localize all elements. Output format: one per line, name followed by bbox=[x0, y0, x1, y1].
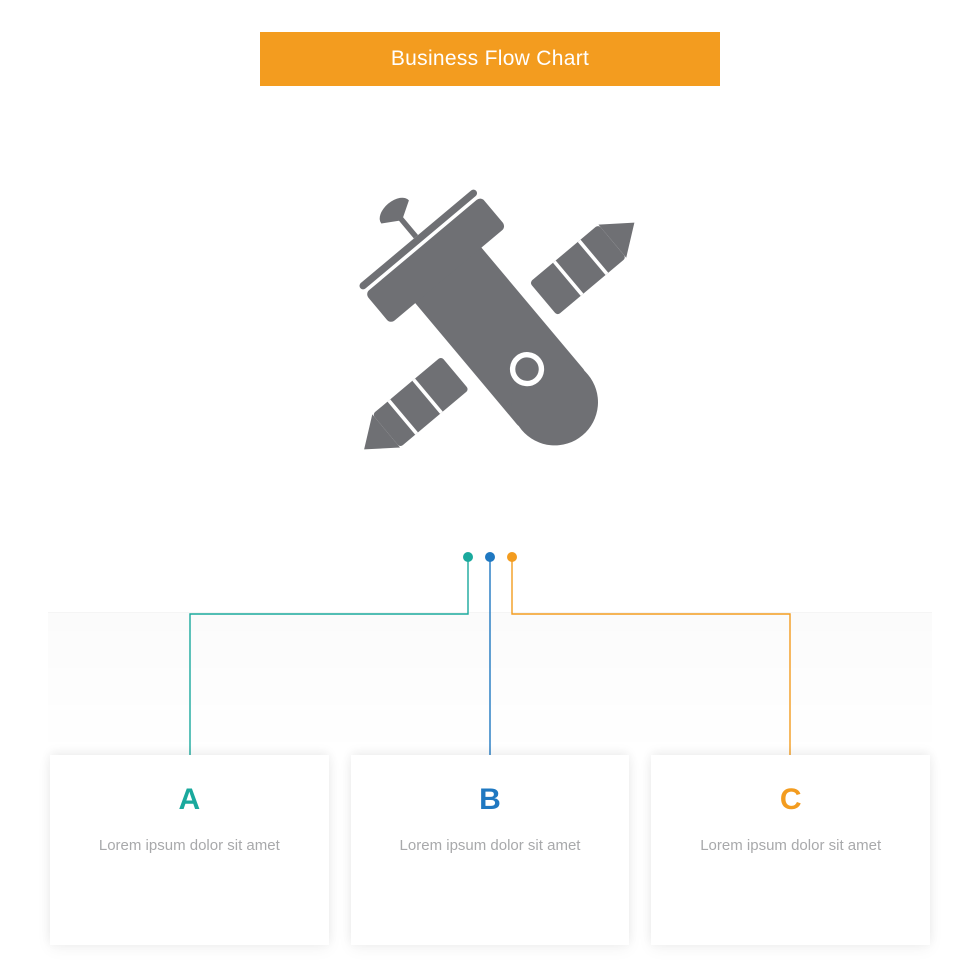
connectors-backdrop bbox=[48, 612, 932, 760]
card-desc: Lorem ipsum dolor sit amet bbox=[375, 835, 606, 857]
card-a: A Lorem ipsum dolor sit amet bbox=[50, 755, 329, 945]
card-b: B Lorem ipsum dolor sit amet bbox=[351, 755, 630, 945]
card-c: C Lorem ipsum dolor sit amet bbox=[651, 755, 930, 945]
connector-dot bbox=[485, 552, 495, 562]
card-letter: A bbox=[74, 783, 305, 817]
header-band: Business Flow Chart bbox=[260, 32, 720, 86]
card-letter: B bbox=[375, 783, 606, 817]
connector-dot bbox=[507, 552, 517, 562]
card-desc: Lorem ipsum dolor sit amet bbox=[74, 835, 305, 857]
satellite-icon bbox=[310, 145, 670, 505]
card-desc: Lorem ipsum dolor sit amet bbox=[675, 835, 906, 857]
page-title: Business Flow Chart bbox=[391, 47, 589, 71]
connector-dot bbox=[463, 552, 473, 562]
card-row: A Lorem ipsum dolor sit amet B Lorem ips… bbox=[50, 755, 930, 945]
card-letter: C bbox=[675, 783, 906, 817]
